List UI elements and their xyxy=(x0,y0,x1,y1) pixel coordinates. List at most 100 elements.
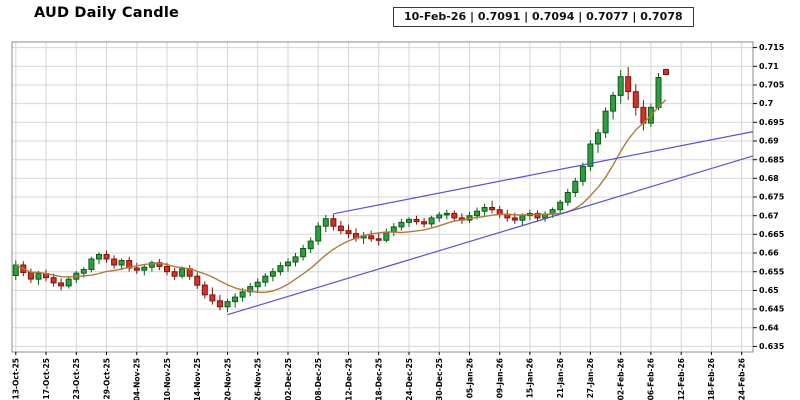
candle xyxy=(254,278,261,292)
x-axis-label: 17-Oct-25 xyxy=(42,358,51,400)
x-axis-label: 15-Jan-26 xyxy=(526,358,535,398)
candle xyxy=(640,99,647,131)
candle xyxy=(307,237,314,253)
y-axis: 0.715 0.71 0.705 0.7 0.695 0.69 0.685 0.68 0.675… xyxy=(753,43,785,351)
candle xyxy=(564,188,571,206)
x-axis-label: 06-Feb-26 xyxy=(647,358,656,400)
x-axis-label: 23-Oct-25 xyxy=(72,358,81,400)
candle xyxy=(156,259,163,271)
x-axis-label: 26-Nov-25 xyxy=(254,358,263,400)
candle xyxy=(617,70,624,104)
chart-title: AUD Daily Candle xyxy=(34,5,180,21)
candle xyxy=(194,272,201,289)
candle xyxy=(534,210,541,222)
x-axis-label: 18-Feb-26 xyxy=(707,358,716,400)
support-trendline xyxy=(227,155,754,316)
candle xyxy=(58,278,65,291)
quote-info-box: 10-Feb-26 | 0.7091 | 0.7094 | 0.7077 | 0… xyxy=(393,7,694,27)
y-axis-label: 0.715 xyxy=(759,43,785,52)
candle xyxy=(632,84,639,116)
candle xyxy=(602,107,609,138)
candle xyxy=(557,200,564,214)
candle xyxy=(330,214,337,231)
x-axis-label: 02-Dec-25 xyxy=(284,358,293,400)
x-axis-label: 21-Jan-26 xyxy=(556,358,565,398)
candle xyxy=(292,253,299,267)
candle xyxy=(466,211,473,224)
x-axis-label: 30-Dec-25 xyxy=(435,358,444,400)
candle xyxy=(262,273,269,287)
candle xyxy=(88,256,95,273)
candle xyxy=(353,228,359,242)
candle xyxy=(148,260,155,272)
candle xyxy=(489,200,496,214)
candle xyxy=(322,214,329,233)
candle xyxy=(428,215,435,227)
y-axis-label: 0.71 xyxy=(759,62,779,71)
y-axis-label: 0.645 xyxy=(759,305,785,314)
candle xyxy=(285,258,291,272)
candle xyxy=(413,215,420,225)
candle xyxy=(35,271,42,285)
candle xyxy=(224,298,231,312)
moving-average-line xyxy=(15,99,667,293)
candle xyxy=(443,209,450,220)
candle xyxy=(232,293,239,308)
x-axis-label: 09-Jan-26 xyxy=(496,358,505,398)
y-axis-label: 0.68 xyxy=(759,174,779,183)
resistance-trendline xyxy=(333,131,754,215)
candle xyxy=(186,265,193,280)
candle xyxy=(368,230,375,242)
x-axis: 13-Oct-25 17-Oct-25 23-Oct-25 29-Oct-25 04-N… xyxy=(12,352,747,400)
candle xyxy=(345,224,352,239)
candle xyxy=(12,260,19,280)
x-axis-label: 05-Jan-26 xyxy=(465,358,474,398)
candle xyxy=(595,129,601,153)
candle xyxy=(579,162,586,186)
candle xyxy=(337,220,344,235)
y-axis-label: 0.64 xyxy=(759,323,779,332)
overlay-ma xyxy=(15,99,667,293)
x-axis-label: 18-Dec-25 xyxy=(375,358,384,400)
y-axis-label: 0.695 xyxy=(759,118,785,127)
x-axis-label: 04-Nov-25 xyxy=(133,358,142,400)
y-axis-label: 0.685 xyxy=(759,155,785,164)
candle xyxy=(133,262,140,274)
candle xyxy=(610,91,617,120)
x-axis-label: 20-Nov-25 xyxy=(223,358,232,400)
x-axis-label: 27-Jan-26 xyxy=(586,358,595,398)
grid-lines xyxy=(12,42,753,352)
candle xyxy=(481,203,488,216)
candle xyxy=(201,281,208,299)
x-axis-label: 08-Dec-25 xyxy=(314,358,323,400)
x-axis-label: 13-Oct-25 xyxy=(12,358,21,400)
quote-ohlc-text: 10-Feb-26 | 0.7091 | 0.7094 | 0.7077 | 0… xyxy=(404,10,683,23)
x-axis-label: 12-Feb-26 xyxy=(677,358,686,400)
y-axis-label: 0.69 xyxy=(759,137,779,146)
candle xyxy=(315,222,322,245)
x-axis-label: 12-Dec-25 xyxy=(344,358,353,400)
candle xyxy=(504,209,511,222)
candle xyxy=(542,211,549,222)
candle xyxy=(269,268,276,282)
candle xyxy=(141,264,148,276)
y-axis-label: 0.66 xyxy=(759,249,779,258)
x-axis-label: 14-Nov-25 xyxy=(193,358,202,400)
y-axis-label: 0.67 xyxy=(759,211,779,220)
candle xyxy=(398,218,405,231)
candle xyxy=(65,276,72,289)
candle xyxy=(625,67,632,100)
candle xyxy=(458,213,465,224)
candle xyxy=(111,255,118,269)
x-axis-label: 29-Oct-25 xyxy=(102,358,111,400)
candle xyxy=(216,294,223,311)
x-axis-label: 24-Feb-26 xyxy=(738,358,747,400)
candle xyxy=(126,256,133,272)
y-axis-label: 0.665 xyxy=(759,230,785,239)
candle xyxy=(663,68,669,75)
candle xyxy=(277,262,284,276)
candle xyxy=(300,244,307,261)
y-axis-label: 0.705 xyxy=(759,81,785,90)
y-axis-label: 0.635 xyxy=(759,342,785,351)
